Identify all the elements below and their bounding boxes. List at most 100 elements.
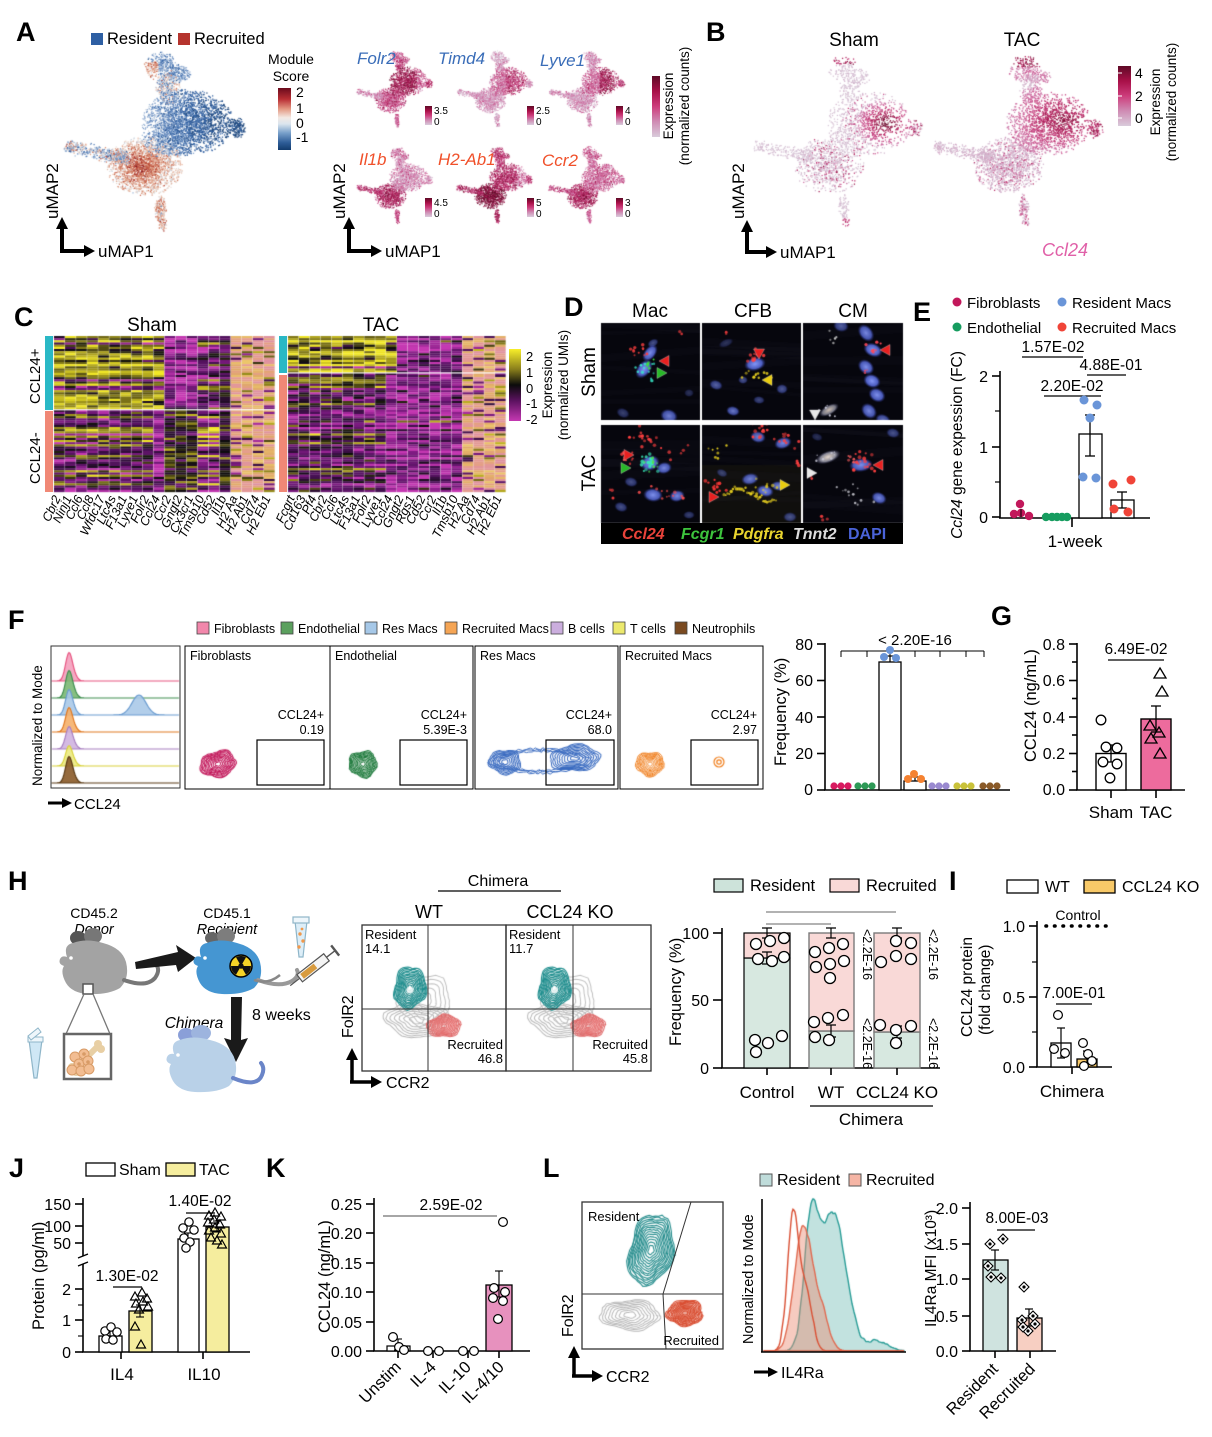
svg-text:1: 1 [296,100,304,116]
svg-text:0.00: 0.00 [331,1344,362,1361]
svg-text:FolR2: FolR2 [560,1294,577,1337]
svg-text:7.00E-01: 7.00E-01 [1043,985,1106,1002]
svg-text:Expression: Expression [661,73,676,140]
svg-text:Ccr2: Ccr2 [542,151,578,170]
svg-text:4.5: 4.5 [434,198,448,209]
svg-text:0.5: 0.5 [1003,990,1025,1007]
svg-text:50: 50 [691,993,709,1010]
svg-text:<2.2E-16: <2.2E-16 [926,929,940,980]
svg-text:2: 2 [62,1282,71,1299]
svg-text:Recruited: Recruited [194,30,265,48]
svg-text:CCL24+: CCL24+ [278,708,324,722]
svg-text:CCR2: CCR2 [386,1075,430,1092]
svg-text:Resident: Resident [107,30,173,48]
svg-text:0.6: 0.6 [1043,673,1065,690]
svg-text:Sham: Sham [579,347,600,397]
svg-text:2.5: 2.5 [536,106,550,117]
svg-text:0.20: 0.20 [331,1226,362,1243]
svg-text:G: G [991,601,1012,631]
svg-text:Normalized to Mode: Normalized to Mode [741,1214,757,1344]
svg-text:Control: Control [740,1083,795,1102]
svg-text:0.0: 0.0 [1003,1060,1025,1077]
svg-text:8.00E-03: 8.00E-03 [986,1210,1049,1227]
svg-text:150: 150 [44,1197,71,1214]
svg-text:Sham: Sham [127,315,177,336]
svg-text:Lyve1: Lyve1 [540,51,585,70]
svg-text:0: 0 [804,782,813,799]
svg-text:H2-Ab1: H2-Ab1 [438,150,496,169]
svg-text:0.5: 0.5 [936,1309,958,1326]
svg-text:0.0: 0.0 [936,1344,958,1361]
svg-text:Ccl24: Ccl24 [1042,240,1088,260]
svg-text:CCL24 (ng/mL): CCL24 (ng/mL) [316,1220,334,1333]
svg-text:<2.2E-16: <2.2E-16 [860,929,874,980]
svg-text:CD45.2: CD45.2 [70,905,118,921]
svg-text:Chimera: Chimera [839,1110,904,1129]
svg-text:0: 0 [536,117,542,128]
svg-text:0: 0 [296,115,304,131]
svg-text:Endothelial: Endothelial [335,649,397,663]
svg-text:Fibroblasts: Fibroblasts [214,622,275,636]
svg-text:8 weeks: 8 weeks [252,1007,311,1024]
svg-text:Sham: Sham [119,1162,161,1179]
svg-text:Fibroblasts: Fibroblasts [190,649,251,663]
svg-text:0.05: 0.05 [331,1315,362,1332]
svg-text:FolR2: FolR2 [340,995,357,1038]
svg-text:Neutrophils: Neutrophils [692,622,755,636]
svg-text:Resident: Resident [750,877,816,895]
svg-text:4: 4 [625,106,631,117]
svg-text:DAPI: DAPI [848,526,886,543]
svg-text:E: E [913,297,931,327]
svg-text:2.97: 2.97 [733,723,757,737]
svg-text:Score: Score [273,68,310,84]
svg-text:TAC: TAC [1140,803,1173,822]
svg-text:20: 20 [795,746,813,763]
svg-text:Res Macs: Res Macs [382,622,438,636]
svg-text:(normalized UMIs): (normalized UMIs) [556,330,571,440]
svg-text:1.30E-02: 1.30E-02 [96,1268,159,1285]
svg-text:0: 0 [434,117,440,128]
svg-text:Resident Macs: Resident Macs [1072,295,1171,312]
svg-text:uMAP2: uMAP2 [330,163,349,219]
svg-text:uMAP2: uMAP2 [729,163,748,219]
svg-text:1.40E-02: 1.40E-02 [169,1193,232,1210]
svg-text:14.1: 14.1 [365,941,390,956]
svg-text:B cells: B cells [568,622,605,636]
svg-text:0.25: 0.25 [331,1197,362,1214]
svg-text:Fibroblasts: Fibroblasts [967,295,1040,312]
svg-text:100: 100 [44,1219,71,1236]
svg-text:Frequency (%): Frequency (%) [667,938,685,1046]
svg-text:4: 4 [1135,65,1143,81]
svg-text:100: 100 [682,926,709,943]
svg-text:4.88E-01: 4.88E-01 [1080,357,1143,374]
svg-text:(normalized counts): (normalized counts) [677,47,692,166]
svg-text:0: 0 [625,117,631,128]
svg-text:uMAP1: uMAP1 [780,243,836,262]
svg-text:CCL24+: CCL24+ [421,708,467,722]
svg-text:0: 0 [1135,110,1143,126]
svg-text:IL-4: IL-4 [407,1358,440,1391]
svg-text:3.5: 3.5 [434,106,448,117]
svg-text:5.39E-3: 5.39E-3 [423,723,467,737]
svg-text:11.7: 11.7 [509,941,533,956]
svg-text:Recruited Macs: Recruited Macs [625,649,712,663]
svg-text:CCL24+: CCL24+ [711,708,757,722]
svg-text:H: H [8,866,28,896]
svg-text:A: A [16,17,36,47]
svg-text:L: L [543,1153,560,1183]
svg-text:1: 1 [979,440,988,457]
svg-text:-1: -1 [526,396,538,411]
svg-text:0.2: 0.2 [1043,746,1065,763]
svg-text:CCL24 KO: CCL24 KO [1122,879,1199,896]
svg-text:TAC: TAC [199,1162,230,1179]
svg-text:CM: CM [838,301,868,322]
svg-text:1.57E-02: 1.57E-02 [1022,339,1085,356]
svg-text:0.10: 0.10 [331,1285,362,1302]
svg-text:Pdgfra: Pdgfra [733,526,784,543]
svg-text:1: 1 [62,1313,71,1330]
svg-text:Resident: Resident [509,927,561,942]
svg-text:CCL24 protein: CCL24 protein [959,937,976,1037]
svg-text:0.4: 0.4 [1043,710,1065,727]
svg-text:Tnnt2: Tnnt2 [793,526,837,543]
svg-text:-1: -1 [296,129,309,145]
